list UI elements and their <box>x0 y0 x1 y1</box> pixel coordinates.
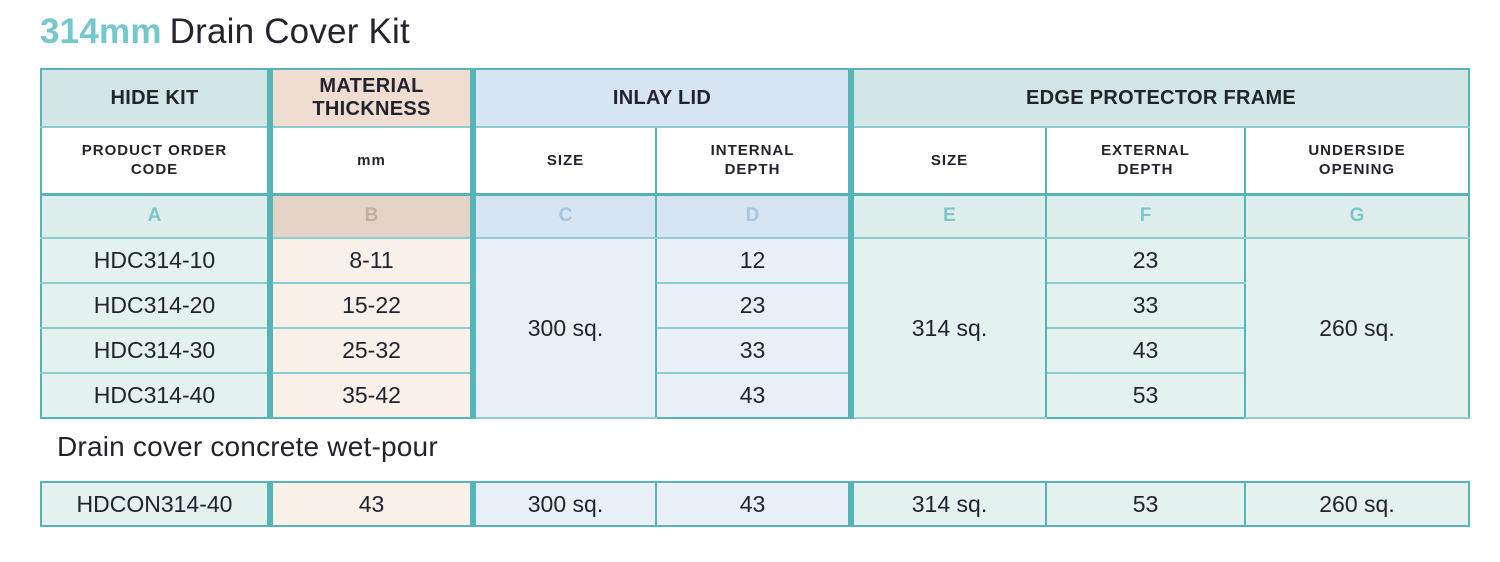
group-header-inlay-lid: INLAY LID <box>472 68 854 128</box>
product-code-cell: HDC314-10 <box>40 237 271 284</box>
subheader-underside-opening-label: UNDERSIDE OPENING <box>1308 141 1406 179</box>
subheader-row: PRODUCT ORDER CODE mm SIZE INTERNAL DEPT… <box>40 126 1470 195</box>
material-thickness-cell: 8-11 <box>267 237 476 284</box>
material-thickness-cell: 25-32 <box>267 327 476 374</box>
column-letter-e: E <box>848 192 1047 239</box>
table-row: HDC314-40 35-42 43 53 <box>40 372 1469 419</box>
frame-size-merged-cell: 314 sq. <box>848 237 1047 419</box>
group-header-material-thickness: MATERIAL THICKNESS <box>267 68 476 128</box>
underside-opening-merged-cell: 260 sq. <box>1244 237 1470 419</box>
page-title-size: 314mm <box>40 12 162 51</box>
column-letter-f: F <box>1045 192 1246 239</box>
material-thickness-cell: 43 <box>267 481 476 527</box>
material-thickness-cell: 35-42 <box>267 372 476 419</box>
subheader-underside-opening: UNDERSIDE OPENING <box>1244 126 1470 195</box>
subheader-frame-size: SIZE <box>848 126 1047 195</box>
page-title: 314mm Drain Cover Kit <box>40 12 410 52</box>
page-title-text: Drain Cover Kit <box>169 12 410 51</box>
table-row: HDC314-30 25-32 33 43 <box>40 327 1469 374</box>
group-header-hide-kit: HIDE KIT <box>40 68 271 128</box>
subheader-product-order-code-label: PRODUCT ORDER CODE <box>81 141 228 179</box>
subheader-product-order-code: PRODUCT ORDER CODE <box>40 126 271 195</box>
product-code-cell: HDCON314-40 <box>40 481 271 527</box>
subheader-inlay-size: SIZE <box>472 126 657 195</box>
column-letter-a: A <box>40 192 271 239</box>
external-depth-cell: 43 <box>1045 327 1246 374</box>
internal-depth-cell: 23 <box>655 282 854 329</box>
subheader-external-depth-label: EXTERNAL DEPTH <box>1101 141 1190 179</box>
internal-depth-cell: 43 <box>655 481 854 527</box>
internal-depth-cell: 33 <box>655 327 854 374</box>
inlay-size-merged-cell: 300 sq. <box>472 237 657 419</box>
table-row: HDC314-20 15-22 23 33 <box>40 282 1469 329</box>
external-depth-cell: 53 <box>1045 372 1246 419</box>
inlay-size-cell: 300 sq. <box>472 481 657 527</box>
subheader-internal-depth: INTERNAL DEPTH <box>655 126 854 195</box>
product-code-cell: HDC314-20 <box>40 282 271 329</box>
external-depth-cell: 53 <box>1045 481 1246 527</box>
subheader-external-depth: EXTERNAL DEPTH <box>1045 126 1246 195</box>
wetpour-table: HDCON314-40 43 300 sq. 43 314 sq. 53 260… <box>40 481 1470 527</box>
column-letter-c: C <box>472 192 657 239</box>
product-code-cell: HDC314-30 <box>40 327 271 374</box>
group-header-row: HIDE KIT MATERIAL THICKNESS INLAY LID ED… <box>40 68 1470 128</box>
wetpour-row: HDCON314-40 43 300 sq. 43 314 sq. 53 260… <box>40 481 1470 527</box>
external-depth-cell: 23 <box>1045 237 1246 284</box>
group-header-material-thickness-label: MATERIAL THICKNESS <box>312 75 431 120</box>
column-letter-d: D <box>655 192 854 239</box>
column-letter-row: A B C D E F G <box>40 192 1470 239</box>
subheader-mm: mm <box>267 126 476 195</box>
column-letter-g: G <box>1244 192 1470 239</box>
spec-table: HIDE KIT MATERIAL THICKNESS INLAY LID ED… <box>40 68 1470 419</box>
column-letter-b: B <box>267 192 476 239</box>
frame-size-cell: 314 sq. <box>848 481 1047 527</box>
group-header-edge-protector-frame: EDGE PROTECTOR FRAME <box>848 68 1470 128</box>
internal-depth-cell: 43 <box>655 372 854 419</box>
internal-depth-cell: 12 <box>655 237 854 284</box>
material-thickness-cell: 15-22 <box>267 282 476 329</box>
subheader-internal-depth-label: INTERNAL DEPTH <box>710 141 795 179</box>
wetpour-section-title: Drain cover concrete wet-pour <box>57 431 438 462</box>
external-depth-cell: 33 <box>1045 282 1246 329</box>
underside-opening-cell: 260 sq. <box>1244 481 1470 527</box>
product-code-cell: HDC314-40 <box>40 372 271 419</box>
table-row: HDC314-10 8-11 300 sq. 12 314 sq. 23 260… <box>40 237 1470 419</box>
